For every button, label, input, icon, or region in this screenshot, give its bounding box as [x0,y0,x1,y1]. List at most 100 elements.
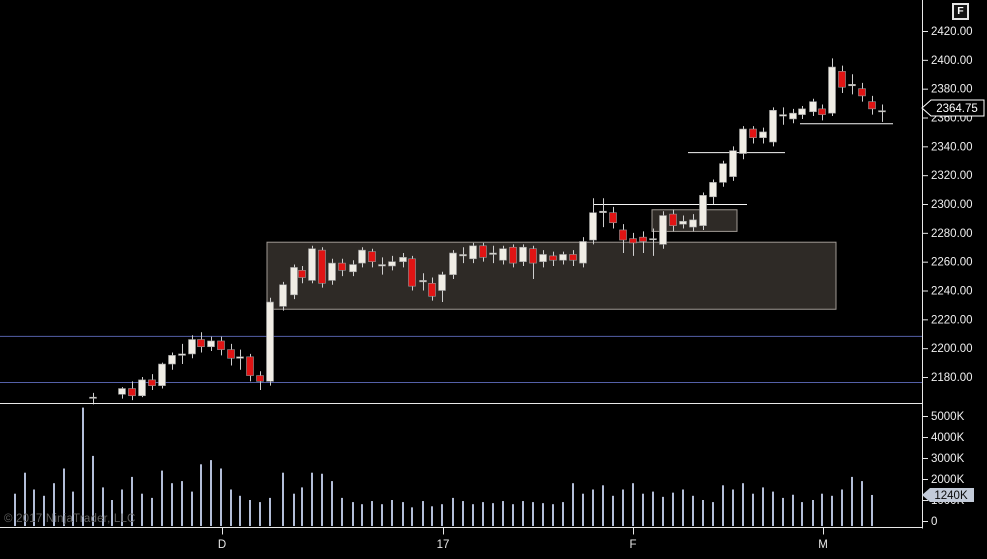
candle-body [798,108,806,115]
price-tick-label: 2400.00 [931,55,973,67]
volume-bar [24,472,26,526]
candle-body [236,356,244,359]
volume-bar [371,501,373,526]
candle-body [256,375,264,382]
volume-bar [402,502,404,526]
volume-bar [141,493,143,526]
volume-bar [452,497,454,526]
volume-bar [712,502,714,526]
last-price-value: 2364.75 [936,103,978,115]
volume-bar [622,489,624,526]
volume-bar [582,493,584,526]
candle-body [669,213,677,226]
candle-body [308,248,316,281]
candle-body [609,212,617,224]
volume-bar [102,487,104,526]
price-tick-label: 2200.00 [931,343,973,355]
candle-body [428,282,436,297]
volume-bar [72,491,74,526]
candle-body [290,267,298,296]
price-tick-label: 2240.00 [931,286,973,298]
volume-bar [502,501,504,526]
volume-bar [642,493,644,526]
volume-bar [732,489,734,526]
volume-tick-label: 3000K [931,453,965,465]
volume-bar [422,501,424,526]
volume-bar [772,491,774,526]
candle-body [298,270,306,278]
volume-bar [82,407,84,526]
volume-bar [482,502,484,526]
last-price-marker-shape [921,99,985,117]
volume-bar [742,483,744,526]
volume-bar [861,481,863,526]
volume-bar [652,491,654,526]
price-tick-label: 2280.00 [931,228,973,240]
candle-body [749,128,757,138]
time-tick-label: F [629,539,636,551]
candle-body [789,112,797,120]
volume-bar [92,455,94,526]
candle-body [388,261,396,267]
candle-body [158,363,166,386]
volume-bar [492,503,494,526]
candle-body [279,284,287,307]
last-volume-marker: 1240K [922,488,974,502]
volume-tick-label: 5000K [931,411,965,423]
candle-body [838,71,846,88]
volume-bar [831,495,833,526]
candle-body [118,388,126,395]
volume-bar [171,483,173,526]
candle-body [459,254,467,257]
volume-bar [249,500,251,526]
candle-body [589,212,597,241]
price-tick-label: 2220.00 [931,314,973,326]
volume-bar [181,481,183,526]
candle-body [699,195,707,226]
candle-body [438,274,446,291]
volume-bar [411,507,413,526]
candle-body [539,254,547,262]
volume-bar [210,460,212,526]
candle-body [569,254,577,261]
volume-bar [462,501,464,526]
candle-body [759,131,767,138]
volume-bar [200,464,202,526]
candle-body [739,128,747,154]
volume-bar [311,472,313,526]
volume-bar [522,501,524,526]
candle-body [579,241,587,264]
volume-bar [752,493,754,526]
candle-body [629,238,637,244]
candle-body [207,340,215,348]
volume-bar [239,495,241,526]
candle-body [419,280,427,283]
candle-body [828,66,836,114]
candle-body [479,245,487,258]
price-tick-label: 2340.00 [931,141,973,153]
volume-bar [572,483,574,526]
candle-body [227,349,235,359]
volume-bar [341,497,343,526]
candle-body [868,101,876,110]
volume-tick-label: 2000K [931,474,965,486]
volume-bar [512,504,514,526]
focus-key-button[interactable]: F [952,3,969,20]
volume-bar [43,495,45,526]
volume-bar [301,487,303,526]
candle-body [399,257,407,262]
volume-bar [632,483,634,526]
time-tick-label: 17 [437,539,450,551]
candle-body [848,84,856,87]
volume-bar [812,500,814,526]
last-volume-value: 1240K [934,490,968,502]
volume-bar [602,485,604,526]
volume-bar [672,492,674,526]
candle-body [138,379,146,397]
candle-body [818,108,826,115]
candle-body [358,249,366,264]
candle-body [599,210,607,213]
volume-bar [562,502,564,526]
